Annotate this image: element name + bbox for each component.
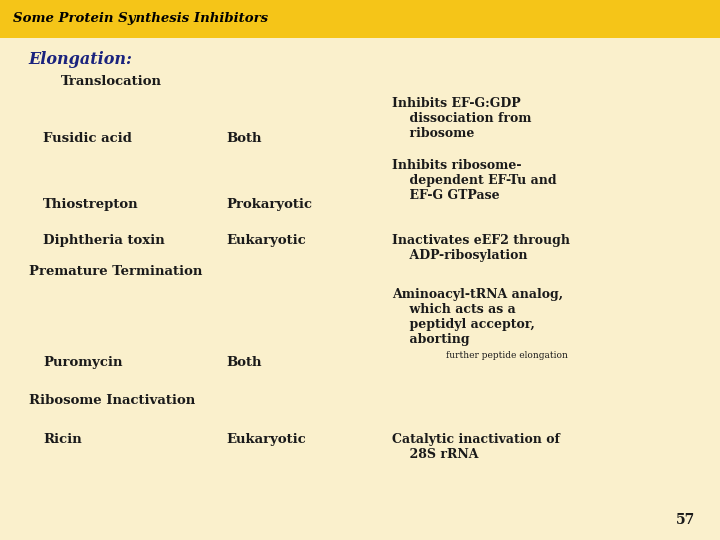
Text: Premature Termination: Premature Termination [29,265,202,278]
Text: Aminoacyl-tRNA analog,
    which acts as a
    peptidyl acceptor,
    aborting: Aminoacyl-tRNA analog, which acts as a p… [392,288,564,346]
Text: Inhibits ribosome-
    dependent EF-Tu and
    EF-G GTPase: Inhibits ribosome- dependent EF-Tu and E… [392,159,557,202]
Text: further peptide elongation: further peptide elongation [446,351,568,360]
Text: Catalytic inactivation of
    28S rRNA: Catalytic inactivation of 28S rRNA [392,433,560,461]
Text: Both: Both [227,132,262,145]
Text: Eukaryotic: Eukaryotic [227,234,307,247]
Text: 57: 57 [675,512,695,526]
Text: Puromycin: Puromycin [43,356,122,369]
Text: Both: Both [227,356,262,369]
Text: Elongation:: Elongation: [29,51,132,68]
Text: Some Protein Synthesis Inhibitors: Some Protein Synthesis Inhibitors [13,12,268,25]
Text: Thiostrepton: Thiostrepton [43,198,139,211]
Text: Ribosome Inactivation: Ribosome Inactivation [29,394,195,407]
Text: Diphtheria toxin: Diphtheria toxin [43,234,165,247]
Text: Prokaryotic: Prokaryotic [227,198,312,211]
Text: Translocation: Translocation [61,75,162,87]
Text: Fusidic acid: Fusidic acid [43,132,132,145]
FancyBboxPatch shape [0,0,720,38]
Text: Eukaryotic: Eukaryotic [227,433,307,446]
Text: Inhibits EF-G:GDP
    dissociation from
    ribosome: Inhibits EF-G:GDP dissociation from ribo… [392,97,532,140]
Text: Inactivates eEF2 through
    ADP-ribosylation: Inactivates eEF2 through ADP-ribosylatio… [392,234,570,262]
Text: Ricin: Ricin [43,433,82,446]
